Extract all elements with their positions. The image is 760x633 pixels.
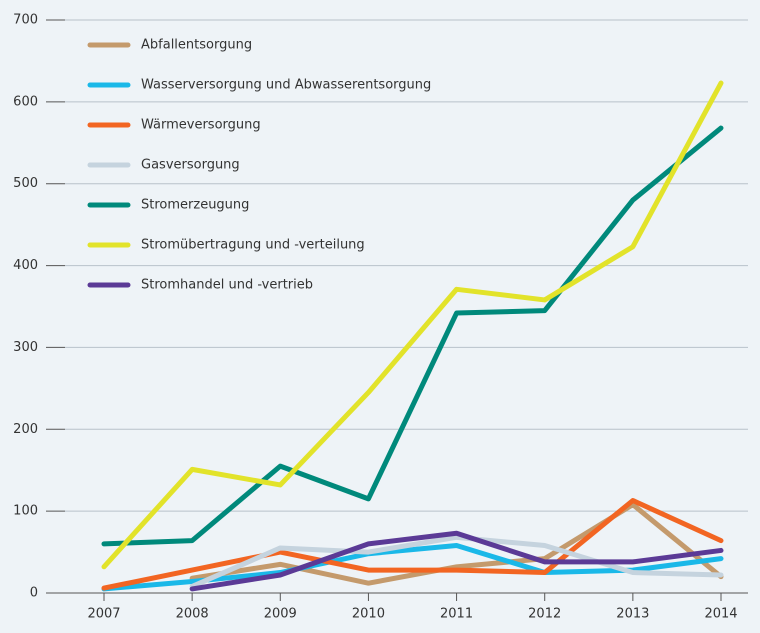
x-tick-label: 2013	[616, 607, 649, 622]
legend-label: Gasversorgung	[141, 158, 240, 173]
legend-label: Stromerzeugung	[141, 198, 249, 213]
series-line	[101, 80, 724, 570]
y-tick-label: 200	[13, 422, 38, 437]
y-tick-label: 400	[13, 258, 38, 273]
series-line	[189, 502, 724, 586]
y-tick-label: 700	[13, 13, 38, 28]
x-tick-label: 2007	[87, 607, 120, 622]
x-tick-label: 2014	[704, 607, 737, 622]
series-line	[189, 534, 724, 589]
legend-label: Abfallentsorgung	[141, 38, 252, 53]
y-tick-label: 600	[13, 94, 38, 109]
legend-label: Stromübertragung und -verteilung	[141, 238, 365, 253]
x-tick-label: 2010	[352, 607, 385, 622]
y-tick-label: 0	[30, 586, 38, 601]
legend-label: Wasserversorgung und Abwasserentsorgung	[141, 78, 431, 93]
y-tick-label: 300	[13, 340, 38, 355]
y-tick-label: 100	[13, 504, 38, 519]
x-tick-label: 2008	[176, 607, 209, 622]
series-line	[101, 498, 724, 591]
x-tick-label: 2012	[528, 607, 561, 622]
legend-label: Wärmeversorgung	[141, 118, 261, 133]
y-tick-label: 500	[13, 176, 38, 191]
legend-label: Stromhandel und -vertrieb	[141, 278, 313, 293]
series-line	[101, 125, 724, 547]
series-line	[189, 530, 724, 592]
x-tick-label: 2009	[264, 607, 297, 622]
x-tick-label: 2011	[440, 607, 473, 622]
